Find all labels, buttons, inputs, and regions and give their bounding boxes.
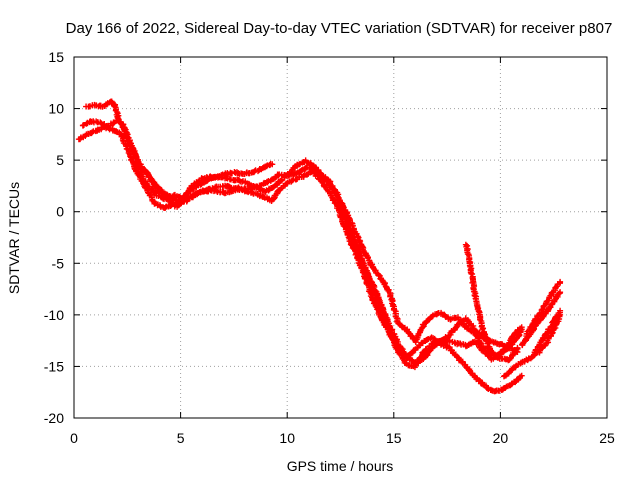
x-tick-label: 10 — [279, 430, 295, 446]
y-tick-label: 0 — [56, 204, 64, 220]
y-tick-label: 5 — [56, 152, 64, 168]
data-point — [557, 289, 564, 296]
data-point — [263, 163, 270, 170]
series-track-j — [531, 307, 564, 356]
data-point — [142, 184, 149, 191]
data-point — [113, 128, 120, 135]
series-track-h — [519, 289, 564, 349]
data-point — [389, 300, 396, 307]
data-point — [324, 187, 331, 194]
data-point — [514, 344, 521, 351]
data-point — [89, 129, 96, 136]
x-axis-label: GPS time / hours — [287, 458, 394, 474]
data-point — [195, 178, 202, 185]
x-tick-label: 15 — [386, 430, 402, 446]
y-tick-label: -5 — [52, 255, 65, 271]
series-track-c — [79, 117, 525, 371]
y-tick-label: -15 — [44, 358, 64, 374]
series-track-f — [462, 241, 525, 359]
x-tick-label: 0 — [70, 430, 78, 446]
data-point — [304, 171, 311, 178]
data-points — [75, 98, 564, 395]
y-tick-label: 10 — [48, 101, 64, 117]
y-axis-label: SDTVAR / TECUs — [6, 182, 22, 294]
data-point — [269, 161, 276, 168]
chart-title: Day 166 of 2022, Sidereal Day-to-day VTE… — [66, 20, 613, 37]
data-point — [144, 171, 151, 178]
data-point — [518, 372, 525, 379]
x-tick-label: 25 — [599, 430, 615, 446]
data-point — [281, 173, 288, 180]
series-track-g — [500, 311, 564, 380]
data-point — [557, 278, 564, 285]
series-track-a — [83, 98, 276, 203]
x-tick-label: 20 — [493, 430, 509, 446]
data-point — [518, 324, 525, 331]
series-track-e — [335, 200, 525, 395]
tick-labels: 0 5 10 15 20 25 -20 -15 -10 -5 0 5 10 15 — [44, 49, 615, 446]
data-point — [443, 338, 450, 345]
plot-border — [73, 56, 608, 419]
data-point — [307, 161, 314, 168]
data-point — [298, 167, 305, 174]
y-tick-label: -20 — [44, 410, 64, 426]
y-tick-label: 15 — [48, 49, 64, 65]
x-tick-label: 5 — [177, 430, 185, 446]
data-point — [289, 177, 296, 184]
series-track-i — [523, 278, 564, 340]
data-point — [270, 183, 277, 190]
axes — [73, 56, 608, 419]
y-tick-label: -10 — [44, 307, 64, 323]
data-point — [557, 307, 564, 314]
grid-lines — [74, 57, 607, 418]
